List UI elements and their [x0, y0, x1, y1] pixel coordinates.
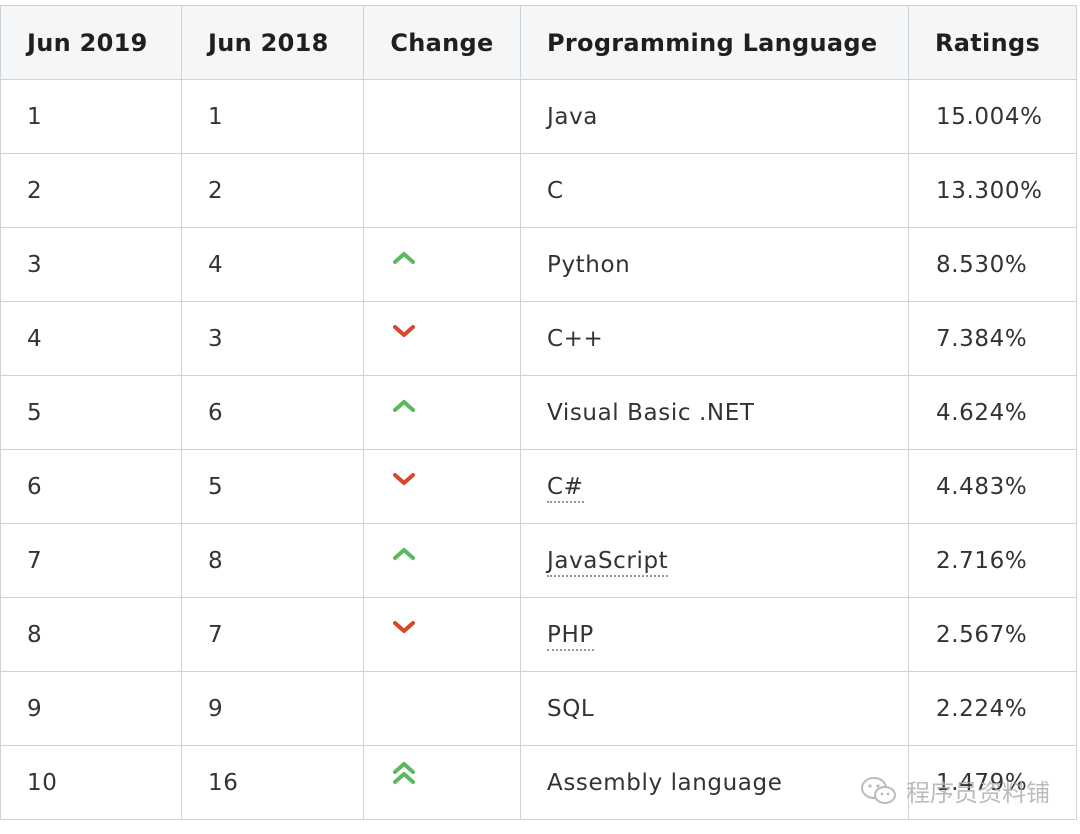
- change-cell: [363, 671, 521, 746]
- language-name: C++: [547, 325, 604, 352]
- language-name: Visual Basic .NET: [547, 399, 755, 426]
- table-row: 4 3 C++ 7.384%: [0, 301, 1077, 376]
- watermark-text: 程序员资料铺: [906, 779, 1050, 807]
- rank-2019-cell: 1: [0, 79, 182, 154]
- change-cell: [363, 523, 521, 598]
- language-cell: SQL: [520, 671, 909, 746]
- change-cell: [363, 227, 521, 302]
- wechat-icon: [861, 776, 896, 804]
- change-cell: [363, 449, 521, 524]
- language-cell: Python: [520, 227, 909, 302]
- header-programming-language[interactable]: Programming Language: [520, 5, 909, 80]
- language-name: C: [547, 177, 564, 204]
- chevron-down-icon: [392, 319, 416, 345]
- language-cell: PHP: [520, 597, 909, 672]
- language-cell: C++: [520, 301, 909, 376]
- change-cell: [363, 745, 521, 820]
- rank-2018-cell: 6: [181, 375, 364, 450]
- chevron-up-icon: [392, 541, 416, 567]
- table-row: 1 1 Java 15.004%: [0, 79, 1077, 154]
- table-row: 8 7 PHP 2.567%: [0, 597, 1077, 672]
- rank-2018-cell: 3: [181, 301, 364, 376]
- language-cell: JavaScript: [520, 523, 909, 598]
- change-cell: [363, 79, 521, 154]
- table-row: 3 4 Python 8.530%: [0, 227, 1077, 302]
- rank-2018-cell: 5: [181, 449, 364, 524]
- rating-cell: 7.384%: [908, 301, 1077, 376]
- rating-cell: 1.479%: [908, 745, 1077, 820]
- rank-2018-cell: 8: [181, 523, 364, 598]
- table-row: 10 16 Assembly language 1.479%: [0, 745, 1077, 820]
- language-name: SQL: [547, 695, 595, 722]
- chevron-down-icon: [392, 467, 416, 493]
- language-link[interactable]: PHP: [547, 621, 594, 651]
- language-name: Python: [547, 251, 631, 278]
- rank-2019-cell: 3: [0, 227, 182, 302]
- ranking-table: Jun 2019 Jun 2018 Change Programming Lan…: [0, 5, 1077, 820]
- table-row: 2 2 C 13.300%: [0, 153, 1077, 228]
- language-link[interactable]: C#: [547, 473, 584, 503]
- rating-cell: 2.224%: [908, 671, 1077, 746]
- change-cell: [363, 597, 521, 672]
- rank-2018-cell: 4: [181, 227, 364, 302]
- header-jun-2018[interactable]: Jun 2018: [181, 5, 364, 80]
- language-cell: C: [520, 153, 909, 228]
- language-link[interactable]: JavaScript: [547, 547, 669, 577]
- header-change[interactable]: Change: [363, 5, 521, 80]
- change-cell: [363, 301, 521, 376]
- change-cell: [363, 153, 521, 228]
- rank-2019-cell: 9: [0, 671, 182, 746]
- table-row: 9 9 SQL 2.224%: [0, 671, 1077, 746]
- language-name: Java: [547, 103, 598, 130]
- table-header-row: Jun 2019 Jun 2018 Change Programming Lan…: [0, 5, 1077, 80]
- change-cell: [363, 375, 521, 450]
- rank-2019-cell: 8: [0, 597, 182, 672]
- rank-2018-cell: 1: [181, 79, 364, 154]
- rank-2019-cell: 6: [0, 449, 182, 524]
- rating-cell: 8.530%: [908, 227, 1077, 302]
- language-cell: Visual Basic .NET: [520, 375, 909, 450]
- header-jun-2019[interactable]: Jun 2019: [0, 5, 182, 80]
- rank-2019-cell: 4: [0, 301, 182, 376]
- header-ratings[interactable]: Ratings: [908, 5, 1077, 80]
- table-row: 6 5 C# 4.483%: [0, 449, 1077, 524]
- rank-2019-cell: 2: [0, 153, 182, 228]
- language-name: Assembly language: [547, 769, 783, 796]
- rating-cell: 2.567%: [908, 597, 1077, 672]
- double-chevron-up-icon: [392, 760, 416, 792]
- language-cell: Java: [520, 79, 909, 154]
- language-cell: C#: [520, 449, 909, 524]
- chevron-up-icon: [392, 393, 416, 419]
- rank-2018-cell: 2: [181, 153, 364, 228]
- rank-2019-cell: 5: [0, 375, 182, 450]
- table-row: 5 6 Visual Basic .NET 4.624%: [0, 375, 1077, 450]
- rating-cell: 13.300%: [908, 153, 1077, 228]
- rank-2019-cell: 7: [0, 523, 182, 598]
- language-cell: Assembly language: [520, 745, 909, 820]
- table-row: 7 8 JavaScript 2.716%: [0, 523, 1077, 598]
- watermark: 程序员资料铺: [860, 773, 1050, 808]
- table-body: 1 1 Java 15.004% 2 2 C 13.300% 3 4 Python 8.530% 4 3 C…: [0, 79, 1077, 820]
- chevron-down-icon: [392, 615, 416, 641]
- rank-2019-cell: 10: [0, 745, 182, 820]
- rank-2018-cell: 16: [181, 745, 364, 820]
- rank-2018-cell: 7: [181, 597, 364, 672]
- rank-2018-cell: 9: [181, 671, 364, 746]
- rating-cell: 2.716%: [908, 523, 1077, 598]
- chevron-up-icon: [392, 245, 416, 271]
- rating-cell: 4.624%: [908, 375, 1077, 450]
- rating-cell: 15.004%: [908, 79, 1077, 154]
- rating-cell: 4.483%: [908, 449, 1077, 524]
